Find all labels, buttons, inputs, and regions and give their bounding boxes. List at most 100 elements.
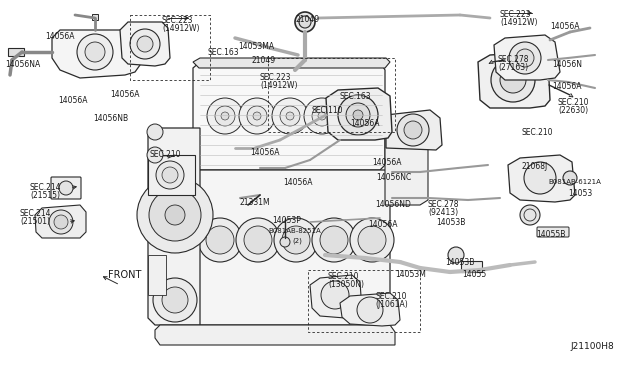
Polygon shape: [193, 62, 385, 170]
Text: 14053B: 14053B: [436, 218, 465, 227]
Circle shape: [274, 218, 318, 262]
Text: 14056NC: 14056NC: [376, 173, 412, 182]
Text: 21049: 21049: [295, 15, 319, 24]
Text: 14056A: 14056A: [110, 90, 140, 99]
Circle shape: [304, 98, 340, 134]
Text: (14912W): (14912W): [260, 81, 298, 90]
Polygon shape: [340, 293, 400, 326]
Text: 14053P: 14053P: [272, 216, 301, 225]
Text: SEC.214: SEC.214: [20, 209, 51, 218]
Polygon shape: [148, 155, 195, 195]
Circle shape: [524, 162, 556, 194]
Text: (13050N): (13050N): [328, 280, 364, 289]
Text: 14053B: 14053B: [445, 258, 474, 267]
FancyBboxPatch shape: [537, 227, 569, 237]
Text: 14056A: 14056A: [350, 119, 380, 128]
Text: SEC.223: SEC.223: [500, 10, 531, 19]
Text: 21049: 21049: [252, 56, 276, 65]
Text: 14055B: 14055B: [536, 230, 565, 239]
Circle shape: [397, 114, 429, 146]
Text: SEC.278: SEC.278: [498, 55, 529, 64]
Circle shape: [272, 98, 308, 134]
Circle shape: [448, 247, 464, 263]
Circle shape: [312, 218, 356, 262]
Text: 14056ND: 14056ND: [375, 200, 411, 209]
Circle shape: [147, 147, 163, 163]
Text: SEC.210: SEC.210: [375, 292, 406, 301]
Polygon shape: [326, 88, 392, 140]
Text: SEC.278: SEC.278: [428, 200, 460, 209]
Circle shape: [244, 226, 272, 254]
Circle shape: [85, 42, 105, 62]
Text: B081AB-6121A: B081AB-6121A: [548, 179, 601, 185]
Circle shape: [295, 12, 315, 32]
Polygon shape: [494, 35, 560, 80]
Text: (2): (2): [292, 237, 302, 244]
Circle shape: [280, 106, 300, 126]
Circle shape: [149, 189, 201, 241]
Circle shape: [353, 110, 363, 120]
Text: (27163): (27163): [498, 63, 528, 72]
Circle shape: [206, 226, 234, 254]
Text: 14056NB: 14056NB: [93, 114, 128, 123]
Circle shape: [491, 58, 535, 102]
Circle shape: [351, 112, 359, 120]
Circle shape: [516, 49, 534, 67]
Circle shape: [77, 34, 113, 70]
Circle shape: [563, 171, 577, 185]
Text: 21331M: 21331M: [240, 198, 271, 207]
Text: SEC.210: SEC.210: [558, 98, 589, 107]
Polygon shape: [195, 170, 390, 325]
Circle shape: [345, 106, 365, 126]
Circle shape: [137, 177, 213, 253]
Circle shape: [404, 121, 422, 139]
Circle shape: [312, 106, 332, 126]
Circle shape: [282, 226, 310, 254]
Text: 21068J: 21068J: [522, 162, 548, 171]
Text: (21501): (21501): [20, 217, 50, 226]
Text: 14055: 14055: [462, 270, 486, 279]
Circle shape: [130, 29, 160, 59]
Polygon shape: [508, 155, 575, 202]
Circle shape: [253, 112, 261, 120]
Text: FRONT: FRONT: [108, 270, 141, 280]
Text: 14053: 14053: [568, 189, 592, 198]
Text: SEC.163: SEC.163: [208, 48, 239, 57]
Text: SEC.210: SEC.210: [522, 128, 554, 137]
Circle shape: [280, 237, 290, 247]
Circle shape: [59, 181, 73, 195]
Text: SEC.210: SEC.210: [328, 272, 360, 281]
Text: (14912W): (14912W): [162, 24, 200, 33]
Text: 14056A: 14056A: [550, 22, 579, 31]
Circle shape: [49, 210, 73, 234]
Text: 14056A: 14056A: [283, 178, 312, 187]
Polygon shape: [193, 58, 390, 68]
Text: SEC.163: SEC.163: [340, 92, 372, 101]
Text: (14912W): (14912W): [500, 18, 538, 27]
Text: 14056A: 14056A: [45, 32, 74, 41]
Polygon shape: [386, 110, 442, 150]
Text: (92413): (92413): [428, 208, 458, 217]
Bar: [92, 14, 98, 20]
Circle shape: [337, 98, 373, 134]
Text: 14056A: 14056A: [58, 96, 88, 105]
Text: 14056A: 14056A: [368, 220, 397, 229]
Circle shape: [198, 218, 242, 262]
Circle shape: [500, 67, 526, 93]
Text: (22630): (22630): [558, 106, 588, 115]
Circle shape: [318, 112, 326, 120]
FancyBboxPatch shape: [461, 262, 483, 273]
Circle shape: [358, 226, 386, 254]
Circle shape: [147, 124, 163, 140]
Circle shape: [162, 167, 178, 183]
Circle shape: [320, 226, 348, 254]
Text: J21100H8: J21100H8: [570, 342, 614, 351]
Text: (21515): (21515): [30, 191, 60, 200]
FancyBboxPatch shape: [51, 177, 81, 199]
Text: SEC.223: SEC.223: [162, 16, 193, 25]
Circle shape: [162, 287, 188, 313]
Circle shape: [338, 95, 378, 135]
Polygon shape: [148, 128, 200, 325]
Text: SEC.223: SEC.223: [260, 73, 291, 82]
Circle shape: [350, 218, 394, 262]
